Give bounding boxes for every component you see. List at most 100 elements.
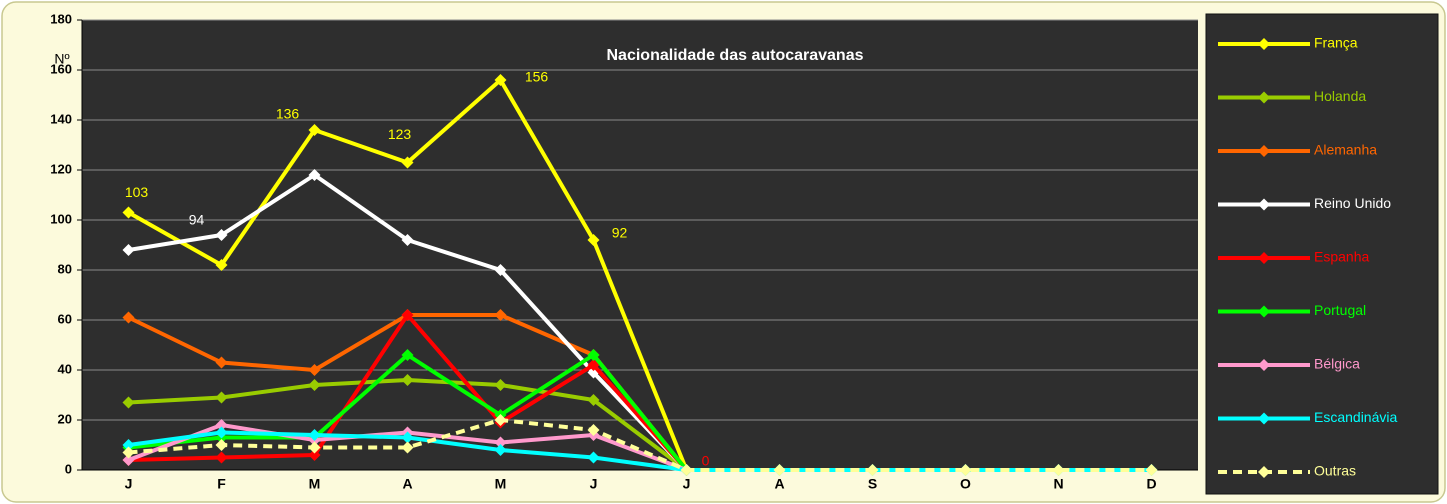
data-point — [215, 439, 228, 451]
x-tick-label: M — [309, 476, 321, 492]
data-point — [401, 234, 414, 246]
y-tick-label: 100 — [50, 211, 72, 226]
data-point — [866, 464, 879, 476]
data-label: 0 — [702, 453, 710, 469]
y-tick-label: 160 — [50, 61, 72, 76]
x-tick-label: J — [125, 476, 133, 492]
data-label: 136 — [276, 106, 300, 122]
data-point — [773, 464, 786, 476]
data-point — [959, 464, 972, 476]
data-label: 123 — [388, 126, 412, 142]
data-label: 103 — [125, 184, 149, 200]
legend-marker — [1258, 305, 1270, 318]
y-tick-label: 140 — [50, 111, 72, 126]
data-point — [122, 311, 135, 324]
plot-area — [82, 20, 1198, 470]
data-point — [215, 229, 228, 241]
legend-label: Portugal — [1314, 302, 1366, 318]
data-point — [587, 394, 600, 406]
legend-label: Reino Unido — [1314, 195, 1391, 211]
y-axis-label: Nº — [54, 51, 69, 67]
data-point — [308, 169, 321, 181]
data-point — [122, 396, 135, 409]
x-tick-label: A — [402, 476, 412, 492]
data-point — [401, 374, 414, 386]
data-point — [122, 439, 135, 451]
data-point — [494, 414, 507, 426]
data-point — [308, 364, 321, 376]
data-label: 156 — [525, 69, 549, 85]
legend-marker — [1258, 359, 1270, 371]
data-point — [308, 449, 321, 461]
data-point — [494, 436, 507, 449]
legend-marker — [1258, 145, 1270, 157]
y-tick-label: 20 — [58, 411, 72, 426]
x-tick-label: J — [683, 476, 691, 492]
data-point — [215, 391, 228, 404]
data-point — [587, 234, 600, 246]
y-tick-label: 40 — [58, 361, 72, 376]
data-point — [680, 464, 693, 476]
x-tick-label: J — [590, 476, 598, 492]
y-tick-label: 80 — [58, 261, 72, 276]
data-point — [122, 446, 135, 459]
data-point — [1052, 464, 1065, 476]
data-point — [215, 356, 228, 369]
data-label: 92 — [612, 225, 628, 241]
data-point — [1145, 464, 1158, 476]
data-point — [587, 451, 600, 464]
legend-marker — [1258, 198, 1270, 211]
legend-marker — [1258, 466, 1270, 478]
legend-marker — [1258, 38, 1270, 50]
data-point — [122, 244, 135, 256]
legend-marker — [1258, 252, 1270, 264]
legend-label: Outras — [1314, 463, 1356, 479]
y-tick-label: 180 — [50, 11, 72, 26]
y-tick-label: 0 — [65, 461, 72, 476]
x-tick-label: M — [495, 476, 507, 492]
legend-label: França — [1314, 35, 1358, 51]
y-tick-label: 120 — [50, 161, 72, 176]
x-tick-label: F — [217, 476, 226, 492]
legend-label: Alemanha — [1314, 142, 1377, 158]
chart-title: Nacionalidade das autocaravanas — [607, 47, 864, 64]
data-point — [401, 309, 414, 321]
data-point — [308, 124, 321, 136]
x-tick-label: O — [960, 476, 971, 492]
y-tick-label: 60 — [58, 311, 72, 326]
data-point — [122, 454, 135, 466]
legend-marker — [1258, 412, 1270, 425]
data-point — [494, 379, 507, 391]
x-tick-label: S — [868, 476, 877, 492]
data-point — [308, 379, 321, 391]
data-point — [401, 431, 414, 444]
x-tick-label: N — [1053, 476, 1063, 492]
data-point — [494, 264, 507, 276]
data-point — [494, 444, 507, 456]
data-point — [122, 206, 135, 219]
legend-box — [1205, 13, 1439, 495]
x-tick-label: A — [774, 476, 784, 492]
data-point — [308, 441, 321, 454]
data-point — [401, 349, 414, 361]
data-point — [215, 259, 228, 271]
series-line — [128, 418, 1152, 472]
x-tick-label: D — [1146, 476, 1156, 492]
legend-label: Holanda — [1314, 88, 1366, 104]
data-label: 94 — [189, 212, 205, 228]
data-point — [401, 156, 414, 169]
legend-label: Espanha — [1314, 249, 1369, 265]
data-point — [215, 451, 228, 464]
series-line — [128, 430, 1152, 472]
data-point — [215, 426, 228, 439]
data-point — [587, 349, 600, 361]
legend-label: Bélgica — [1314, 356, 1360, 372]
legend-label: Escandinávia — [1314, 409, 1397, 425]
data-point — [587, 424, 600, 436]
data-point — [494, 74, 507, 86]
data-point — [215, 419, 228, 431]
data-point — [401, 441, 414, 454]
legend-marker — [1258, 91, 1270, 104]
data-point — [308, 429, 321, 441]
